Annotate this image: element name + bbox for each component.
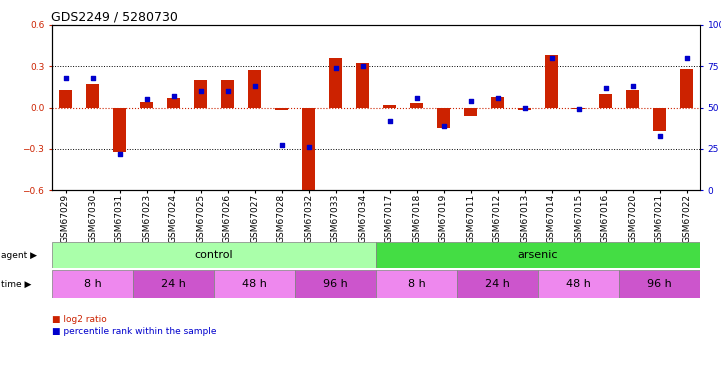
Point [275,142,287,148]
Bar [86,84,99,108]
Text: 96 h: 96 h [323,279,348,289]
Bar [58,90,72,108]
Point [627,83,638,89]
Point [222,88,234,94]
Bar [457,270,538,298]
Point [600,85,611,91]
Bar [626,90,640,108]
Bar [598,94,612,108]
Text: ■ log2 ratio: ■ log2 ratio [52,315,107,324]
Bar [248,70,261,108]
Point [303,144,314,150]
Point [492,94,503,100]
Point [681,55,692,61]
Bar [133,270,214,298]
Point [654,132,665,138]
Point [114,151,125,157]
Point [411,94,423,100]
Text: arsenic: arsenic [518,250,558,260]
Point [87,75,98,81]
Bar [302,108,315,190]
Point [465,98,477,104]
Point [572,106,584,112]
Bar [275,108,288,110]
Bar [140,102,154,108]
Point [438,123,449,129]
Bar [538,270,619,298]
Point [546,55,557,61]
Bar [545,55,558,108]
Bar [680,69,694,108]
Bar [214,270,295,298]
Bar [167,98,180,108]
Text: control: control [195,250,234,260]
Text: agent ▶: agent ▶ [1,251,37,260]
Bar [572,108,585,109]
Point [384,118,395,124]
Bar [464,108,477,116]
Bar [52,270,133,298]
Bar [619,270,700,298]
Text: 24 h: 24 h [161,279,186,289]
Point [195,88,206,94]
Bar [383,105,397,108]
Point [141,96,152,102]
Bar [376,242,700,268]
Point [357,63,368,69]
Text: 96 h: 96 h [647,279,672,289]
Bar [653,108,666,131]
Point [249,83,260,89]
Text: 48 h: 48 h [242,279,267,289]
Text: 48 h: 48 h [566,279,591,289]
Bar [329,58,342,108]
Text: 8 h: 8 h [84,279,102,289]
Text: time ▶: time ▶ [1,279,32,288]
Point [60,75,71,81]
Bar [437,108,450,128]
Bar [221,80,234,108]
Bar [295,270,376,298]
Point [329,65,341,71]
Point [168,93,180,99]
Bar [410,104,423,108]
Bar [52,242,376,268]
Bar [355,63,369,108]
Bar [491,96,504,108]
Bar [194,80,207,108]
Text: 24 h: 24 h [485,279,510,289]
Bar [518,108,531,110]
Bar [112,108,126,152]
Bar [376,270,457,298]
Text: ■ percentile rank within the sample: ■ percentile rank within the sample [52,327,216,336]
Text: GDS2249 / 5280730: GDS2249 / 5280730 [51,11,178,24]
Text: 8 h: 8 h [407,279,425,289]
Point [518,105,530,111]
